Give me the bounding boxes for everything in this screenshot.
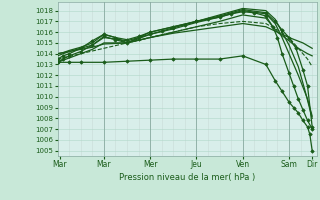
X-axis label: Pression niveau de la mer( hPa ): Pression niveau de la mer( hPa ): [119, 173, 255, 182]
